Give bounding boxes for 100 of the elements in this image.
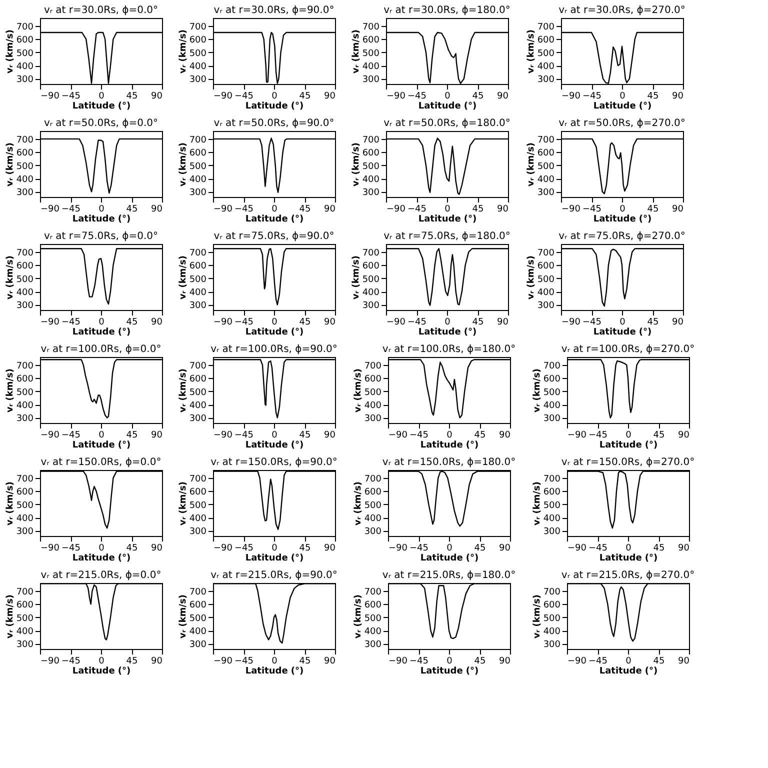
y-tick-label: 700 <box>362 22 380 32</box>
chart-title: vᵣ at r=215.0Rs, ϕ=0.0° <box>40 570 162 581</box>
x-tick-label: 0 <box>444 318 451 328</box>
y-tick-label: 500 <box>189 274 207 285</box>
y-tick-label: 400 <box>189 175 207 186</box>
y-tick-label: 400 <box>362 175 380 186</box>
y-tick-label: 300 <box>362 75 380 86</box>
x-tick-label: 0 <box>620 92 626 102</box>
y-tick-label: 300 <box>543 414 561 424</box>
y-tick-label: 400 <box>537 62 555 72</box>
x-axis-title: Latitude (°) <box>245 666 304 676</box>
x-tick-label: 45 <box>299 430 311 440</box>
y-axis-title: vᵣ (km/s) <box>5 29 16 74</box>
y-tick-label: 500 <box>364 388 382 398</box>
y-tick-label: 700 <box>189 587 207 598</box>
y-tick-label: 600 <box>189 36 207 46</box>
y-tick-label: 400 <box>16 175 34 186</box>
chart-title: vᵣ at r=100.0Rs, ϕ=180.0° <box>382 344 516 355</box>
x-tick-label: −45 <box>62 92 80 102</box>
y-tick-label: 600 <box>16 262 34 272</box>
y-tick-label: 300 <box>16 188 34 198</box>
y-tick-label: 600 <box>189 600 207 611</box>
line-series <box>561 248 683 307</box>
x-tick-label: 0 <box>98 204 105 214</box>
chart-title: vᵣ at r=150.0Rs, ϕ=90.0° <box>210 457 338 468</box>
x-tick-label: 90 <box>324 204 336 214</box>
y-axis-title: vᵣ (km/s) <box>351 255 362 300</box>
y-axis-title: vᵣ (km/s) <box>178 255 188 300</box>
y-tick-label: 400 <box>189 401 207 412</box>
x-tick-label: −45 <box>62 544 80 554</box>
x-tick-label: −45 <box>408 92 426 102</box>
y-tick-label: 700 <box>537 22 555 32</box>
y-tick-label: 500 <box>189 162 207 172</box>
chart-title: vᵣ at r=100.0Rs, ϕ=90.0° <box>210 344 338 355</box>
x-axis-title: Latitude (°) <box>72 440 131 450</box>
y-tick-label: 300 <box>543 640 561 650</box>
y-tick-label: 300 <box>16 301 34 312</box>
y-tick-label: 400 <box>16 288 34 298</box>
y-tick-label: 400 <box>189 288 207 298</box>
x-tick-label: 90 <box>324 430 336 440</box>
x-tick-label: −90 <box>568 656 587 666</box>
y-tick-label: 600 <box>362 36 380 46</box>
y-tick-label: 700 <box>362 135 380 146</box>
y-tick-label: 600 <box>543 600 561 611</box>
x-tick-label: −90 <box>40 318 60 328</box>
y-tick-label: 500 <box>362 48 380 59</box>
chart-title: vᵣ at r=75.0Rs, ϕ=270.0° <box>558 231 686 242</box>
x-tick-label: −45 <box>410 430 428 440</box>
y-tick-label: 600 <box>364 488 382 498</box>
chart-title: vᵣ at r=150.0Rs, ϕ=0.0° <box>40 457 162 468</box>
x-tick-label: 45 <box>126 544 138 554</box>
y-tick-label: 500 <box>189 48 207 59</box>
x-tick-label: 0 <box>272 92 278 102</box>
y-tick-label: 700 <box>189 248 207 258</box>
x-tick-label: −90 <box>214 544 233 554</box>
y-tick-label: 400 <box>537 175 555 186</box>
x-axis-title: Latitude (°) <box>72 328 131 338</box>
y-tick-label: 300 <box>189 188 207 198</box>
x-axis-title: Latitude (°) <box>245 102 304 112</box>
x-tick-label: −90 <box>214 92 233 102</box>
x-axis-title: Latitude (°) <box>245 440 304 450</box>
x-tick-label: −90 <box>40 656 60 666</box>
y-tick-label: 700 <box>362 248 380 258</box>
y-tick-label: 500 <box>16 388 34 398</box>
x-tick-label: 0 <box>620 204 626 214</box>
y-tick-label: 700 <box>364 474 382 484</box>
y-tick-label: 300 <box>364 414 382 424</box>
chart-title: vᵣ at r=75.0Rs, ϕ=0.0° <box>44 231 158 242</box>
x-axis-title: Latitude (°) <box>599 666 658 676</box>
x-axis-title: Latitude (°) <box>418 214 477 224</box>
y-tick-label: 600 <box>16 600 34 611</box>
x-tick-label: 0 <box>446 656 453 666</box>
x-axis-title: Latitude (°) <box>593 102 652 112</box>
x-tick-label: 45 <box>472 204 484 214</box>
x-tick-label: 45 <box>299 204 311 214</box>
y-tick-label: 600 <box>189 148 207 159</box>
y-tick-label: 600 <box>16 36 34 46</box>
x-tick-label: 90 <box>497 318 509 328</box>
y-tick-label: 600 <box>537 36 555 46</box>
x-tick-label: 90 <box>499 430 511 440</box>
y-tick-label: 700 <box>16 248 34 258</box>
y-tick-label: 400 <box>362 62 380 72</box>
y-tick-label: 700 <box>189 474 207 484</box>
x-tick-label: 45 <box>126 656 138 666</box>
x-tick-label: 0 <box>446 544 453 554</box>
x-tick-label: −45 <box>588 430 608 440</box>
x-tick-label: 45 <box>299 92 311 102</box>
chart-title: vᵣ at r=30.0Rs, ϕ=90.0° <box>214 5 334 16</box>
x-tick-label: −90 <box>388 656 408 666</box>
y-tick-label: 400 <box>189 627 207 638</box>
y-tick-label: 400 <box>364 627 382 638</box>
x-tick-label: 90 <box>324 92 336 102</box>
y-axis-title: vᵣ (km/s) <box>178 142 188 187</box>
x-tick-label: 90 <box>499 656 511 666</box>
chart-title: vᵣ at r=50.0Rs, ϕ=270.0° <box>558 118 686 129</box>
y-tick-label: 300 <box>189 527 207 538</box>
chart-title: vᵣ at r=50.0Rs, ϕ=180.0° <box>384 118 510 129</box>
y-tick-label: 500 <box>16 162 34 172</box>
y-tick-label: 400 <box>16 62 34 72</box>
y-tick-label: 500 <box>16 500 34 511</box>
